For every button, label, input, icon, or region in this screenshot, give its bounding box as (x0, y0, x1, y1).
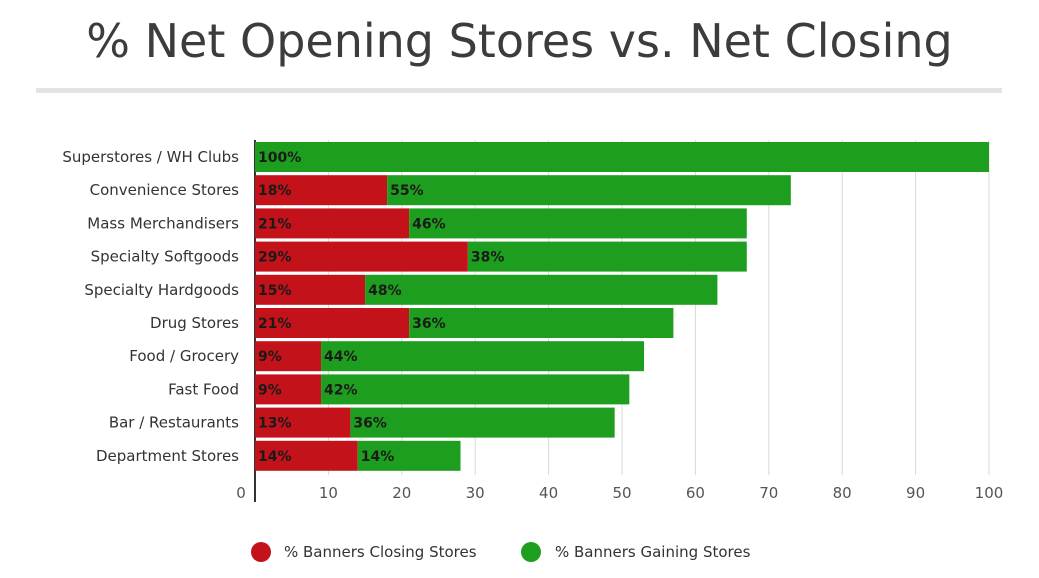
bar-gaining (387, 175, 791, 206)
category-label: Convenience Stores (90, 181, 240, 199)
x-tick-label: 50 (612, 484, 631, 502)
category-label: Department Stores (96, 447, 239, 465)
data-label-gaining: 36% (412, 316, 446, 332)
bar-gaining (350, 407, 615, 438)
bar-closing (255, 308, 410, 338)
data-label-closing: 29% (258, 250, 292, 266)
bar-gaining (321, 374, 630, 405)
legend-swatch (251, 542, 271, 562)
x-tick-label: 100 (975, 484, 1004, 502)
bar-closing (255, 374, 322, 405)
data-label-closing: 15% (258, 283, 292, 299)
x-tick-label: 20 (392, 484, 411, 502)
bar-gaining (365, 274, 718, 305)
x-tick-label: 30 (466, 484, 485, 502)
data-label-gaining: 42% (324, 382, 358, 398)
chart-title: % Net Opening Stores vs. Net Closing (86, 14, 953, 68)
data-label-closing: 18% (258, 183, 292, 199)
category-label: Drug Stores (150, 314, 239, 332)
data-label-gaining: 48% (368, 283, 402, 299)
data-label-closing: 21% (258, 316, 292, 332)
bar-closing (255, 208, 410, 239)
bar-closing (255, 407, 351, 438)
x-tick-label: 0 (236, 484, 246, 502)
data-label-gaining: 14% (361, 449, 395, 465)
title-divider (36, 88, 1002, 93)
bar-gaining (255, 142, 989, 172)
x-tick-label: 40 (539, 484, 558, 502)
x-tick-label: 80 (833, 484, 852, 502)
data-labels: 100% 18% 55% 21% 46% 29% 38% 15% 48% 21% 36% 9% 44% 9… (258, 150, 504, 465)
category-label: Specialty Hardgoods (84, 281, 239, 299)
data-label-closing: 9% (258, 382, 282, 398)
bar-closing (255, 440, 358, 471)
data-label-gaining: 100% (258, 150, 301, 166)
category-labels: Superstores / WH Clubs Convenience Stores… (62, 148, 239, 465)
bar-closing (255, 175, 388, 206)
category-label: Superstores / WH Clubs (62, 148, 239, 166)
bar-gaining (467, 241, 747, 272)
bar-closing (255, 274, 366, 305)
data-label-gaining: 44% (324, 349, 358, 365)
x-tick-label: 90 (906, 484, 925, 502)
category-label: Food / Grocery (129, 347, 239, 365)
data-label-closing: 9% (258, 349, 282, 365)
bar-gaining (357, 440, 461, 471)
bar-closing (255, 341, 322, 372)
legend-swatch (521, 542, 541, 562)
bar-gaining (409, 308, 674, 338)
data-label-closing: 14% (258, 449, 292, 465)
data-label-gaining: 46% (412, 216, 446, 232)
legend: % Banners Closing Stores % Banners Gainin… (251, 542, 751, 562)
x-tick-label: 60 (686, 484, 705, 502)
category-label: Specialty Softgoods (91, 248, 240, 266)
data-label-gaining: 38% (471, 250, 505, 266)
bar-gaining (409, 208, 747, 239)
data-label-gaining: 55% (390, 183, 424, 199)
data-label-closing: 21% (258, 216, 292, 232)
category-label: Mass Merchandisers (87, 214, 239, 232)
legend-label: % Banners Closing Stores (284, 543, 477, 561)
x-tick-label: 70 (759, 484, 778, 502)
bar-area (255, 142, 989, 471)
category-label: Fast Food (168, 380, 239, 398)
bar-closing (255, 241, 468, 272)
x-tick-label: 10 (319, 484, 338, 502)
category-label: Bar / Restaurants (109, 414, 239, 432)
x-axis-tick-labels: 0 10 20 30 40 50 60 70 80 90 100 (236, 484, 1003, 502)
bar-gaining (321, 341, 645, 372)
data-label-closing: 13% (258, 416, 292, 432)
legend-label: % Banners Gaining Stores (555, 543, 751, 561)
data-label-gaining: 36% (353, 416, 387, 432)
